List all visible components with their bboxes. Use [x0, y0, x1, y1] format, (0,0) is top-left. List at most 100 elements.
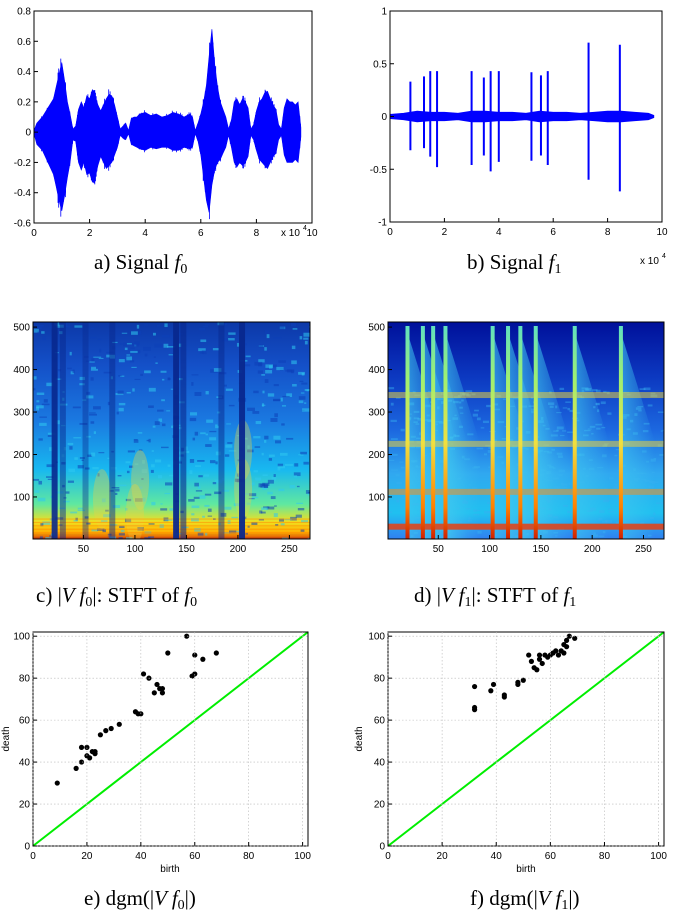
panel-e-point [184, 633, 190, 639]
panel-c-speckle [129, 360, 135, 363]
panel-c-speckle [70, 371, 74, 375]
panel-c-speckle [72, 369, 75, 373]
panel-c-speckle [298, 371, 305, 375]
panel-c-speckle [234, 478, 242, 482]
panel-c-speckle [289, 484, 296, 489]
panel-c-speckle [69, 446, 73, 450]
panel-a-y-tick-label: 0.2 [17, 97, 31, 108]
panel-c-speckle [41, 331, 45, 334]
panel-e-point [73, 765, 79, 771]
panel-c-speckle [161, 399, 165, 402]
panel-f-x-tick-label: 60 [545, 851, 557, 862]
panel-e-ylabel: death [1, 726, 12, 751]
panel-c-speckle [148, 523, 155, 525]
panel-c-speckle [134, 463, 139, 466]
panel-d-speckle [615, 521, 622, 524]
panel-c-speckle [74, 325, 83, 328]
panel-c-speckle [90, 377, 94, 381]
panel-c-speckle [65, 491, 70, 494]
panel-c-speckle [89, 413, 97, 416]
panel-d-speckle [567, 407, 570, 411]
panel-c-speckle [266, 506, 275, 510]
panel-f-y-tick-label: 60 [374, 716, 386, 727]
panel-c-speckle [89, 412, 96, 414]
panel-c-speckle [267, 491, 273, 495]
panel-b-y-tick-label: 0.5 [373, 59, 387, 70]
panel-d-onset-column [518, 326, 523, 539]
panel-c-speckle [161, 423, 166, 427]
panel-c-speckle [171, 425, 174, 429]
panel-c-speckle [35, 324, 44, 327]
panel-c-speckle [138, 330, 142, 335]
panel-e-x-tick-label: 80 [243, 851, 255, 862]
panel-d-onset-column [420, 326, 425, 539]
panel-c-speckle [189, 459, 195, 463]
panel-b-y-tick-label: -0.5 [370, 165, 388, 176]
panel-d-speckle [600, 401, 606, 405]
panel-c-speckle [98, 357, 104, 359]
panel-c-speckle [247, 525, 250, 528]
panel-c-speckle [36, 400, 40, 403]
panel-c-speckle [68, 468, 76, 473]
panel-d-speckle [395, 397, 401, 399]
panel-c-speckle [275, 440, 282, 444]
panel-c-speckle [73, 437, 82, 439]
panel-c-speckle [86, 522, 91, 525]
panel-d-speckle [657, 411, 664, 413]
panel-d-y-tick-label: 500 [368, 323, 385, 334]
panel-c-speckle [222, 338, 229, 342]
panel-c-speckle [305, 490, 310, 494]
panel-c-speckle [281, 537, 289, 539]
panel-c-speckle [279, 325, 285, 330]
panel-c-speckle [200, 432, 206, 435]
panel-b-x-tick-label: 6 [550, 227, 556, 238]
panel-c-speckle [264, 439, 267, 443]
panel-d-speckle [482, 420, 490, 424]
panel-e-x-tick-label: 0 [30, 851, 36, 862]
panel-c-speckle [293, 472, 301, 477]
panel-c-speckle [247, 449, 254, 453]
panel-c-speckle [197, 485, 201, 489]
panel-c-speckle [126, 354, 131, 356]
panel-f-point [488, 688, 494, 694]
panel-c-speckle [276, 366, 284, 371]
panel-c-speckle [36, 405, 44, 409]
panel-c-speckle [84, 467, 90, 470]
panel-c-speckle [36, 406, 40, 411]
panel-d-speckle [647, 404, 653, 407]
panel-c-speckle [284, 519, 292, 521]
panel-c-caption: c) |V f0|: STFT of f0 [36, 583, 197, 610]
panel-f-point [471, 707, 478, 713]
panel-c-speckle [150, 469, 154, 473]
panel-c-speckle [280, 523, 285, 526]
panel-d-speckle [395, 474, 400, 477]
panel-f-y-tick-label: 100 [368, 632, 385, 643]
panel-c-speckle [101, 520, 108, 523]
panel-c-speckle [40, 523, 44, 527]
panel-c-speckle [267, 393, 275, 397]
panel-c-speckle [146, 439, 150, 442]
panel-c-speckle [176, 378, 183, 381]
panel-c-speckle [205, 444, 212, 447]
panel-d-onset-column [618, 326, 623, 539]
panel-c-speckle [77, 465, 84, 469]
panel-c-speckle [225, 444, 233, 448]
panel-c-speckle [136, 324, 140, 329]
panel-c-speckle [255, 421, 262, 425]
panel-c-speckle [300, 392, 305, 394]
panel-e-x-tick-label: 100 [294, 851, 311, 862]
panel-c-speckle [194, 392, 202, 396]
panel-c-speckle [127, 450, 135, 453]
panel-c-speckle [73, 520, 78, 522]
panel-c-speckle [215, 424, 218, 427]
panel-c-silence-band [218, 322, 225, 539]
panel-a-y-tick-label: -0.2 [14, 158, 32, 169]
panel-d-speckle [606, 519, 613, 523]
panel-c-speckle [37, 331, 41, 336]
panel-c-speckle [277, 465, 286, 469]
panel-c-energy-burst [92, 469, 111, 530]
panel-c-speckle [275, 524, 279, 527]
panel-c-silence-band [109, 322, 116, 539]
panel-d-speckle [603, 390, 607, 393]
panel-c-speckle [205, 391, 209, 395]
